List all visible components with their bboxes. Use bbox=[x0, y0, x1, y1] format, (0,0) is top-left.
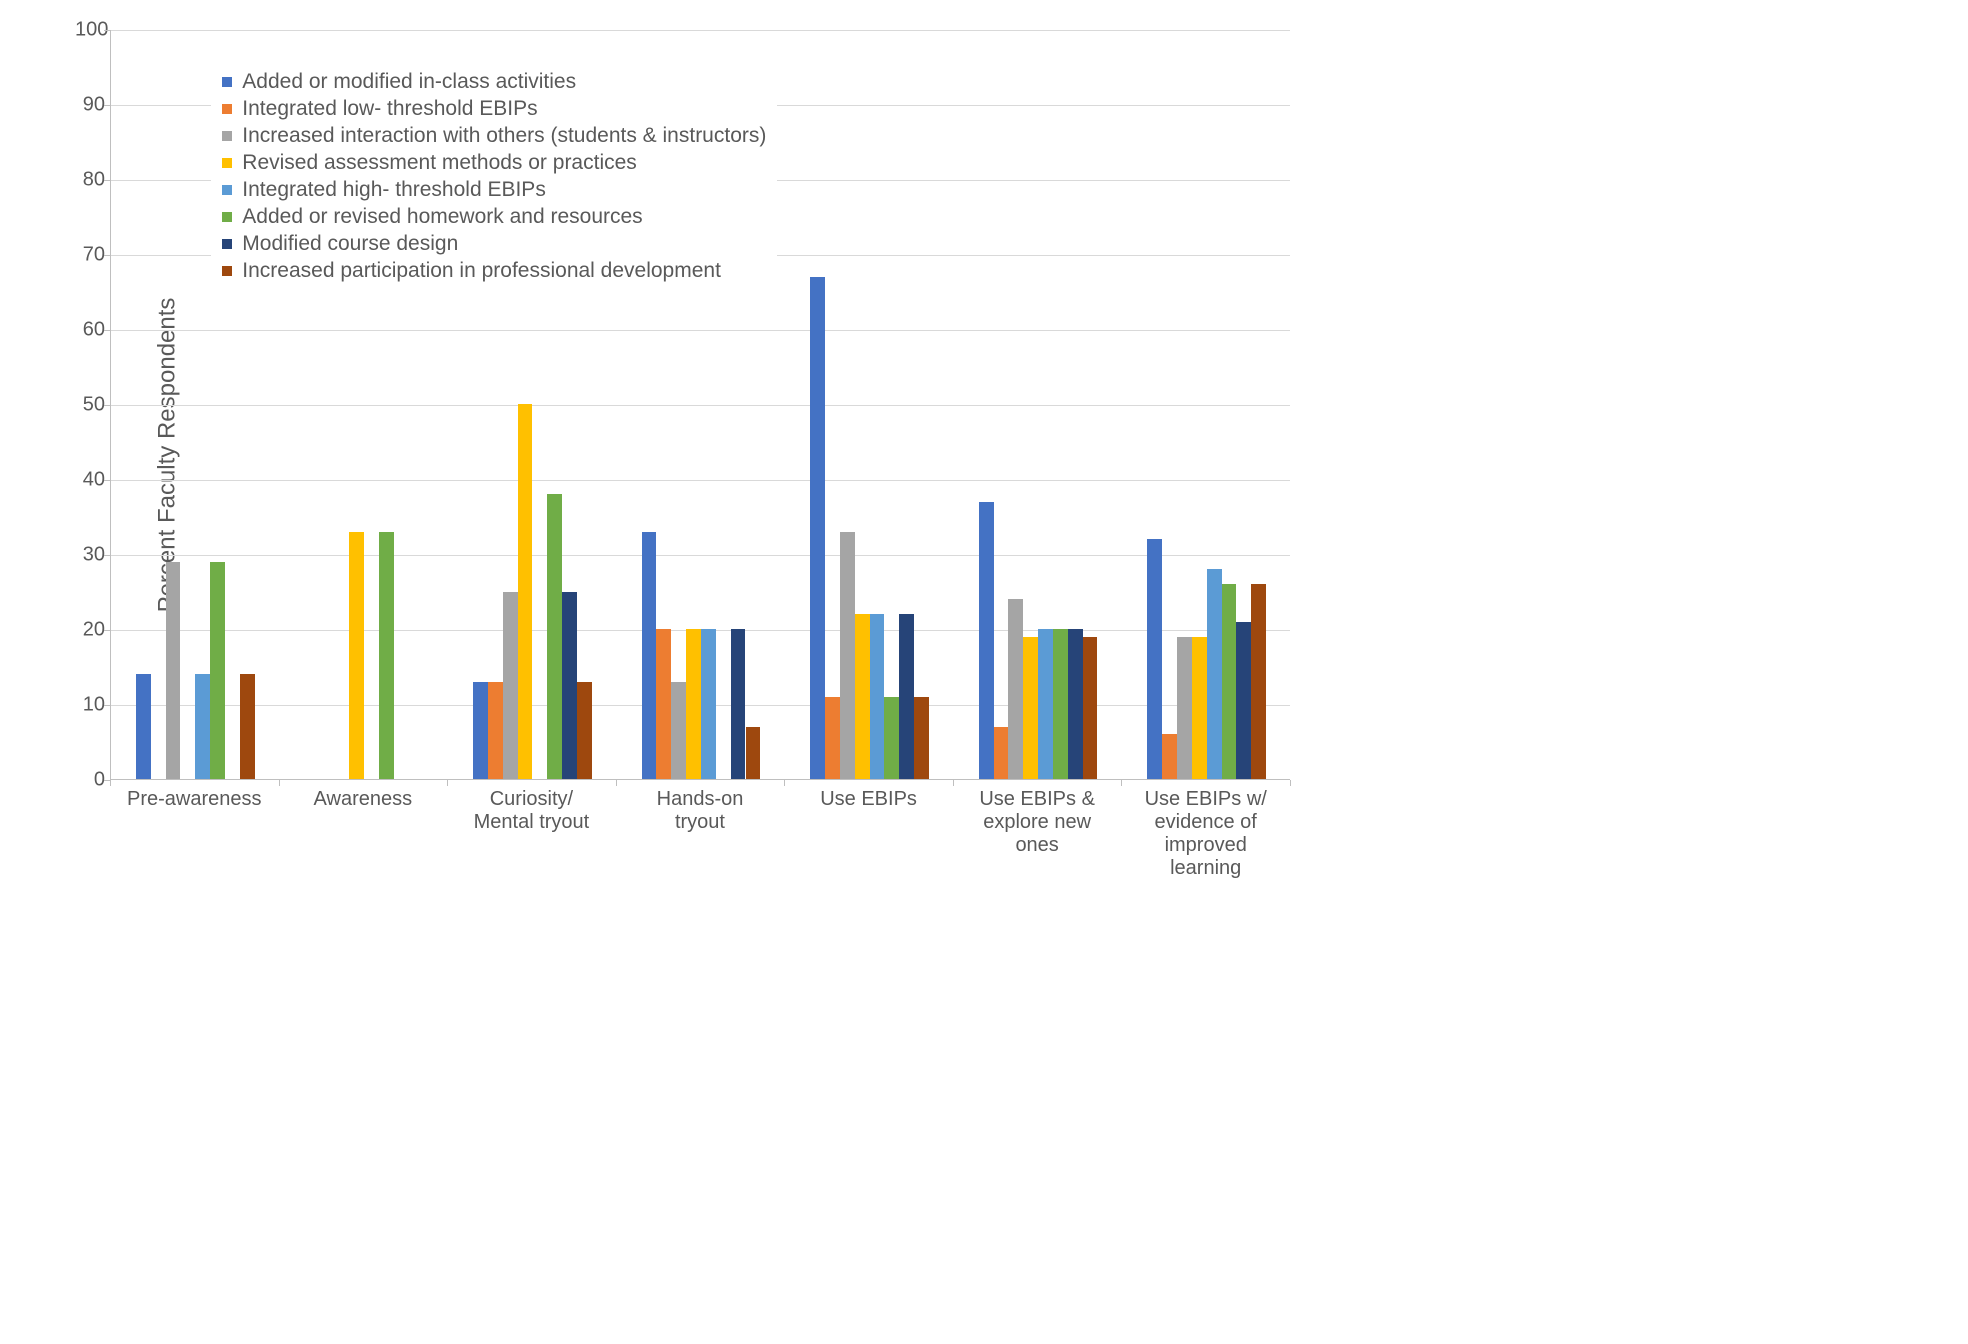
x-category-label: Use EBIPs &explore newones bbox=[957, 788, 1118, 857]
bar bbox=[731, 629, 746, 779]
bar bbox=[1053, 629, 1068, 779]
legend-swatch bbox=[222, 77, 232, 87]
legend-label: Added or revised homework and resources bbox=[242, 205, 642, 229]
bar bbox=[210, 562, 225, 780]
bar bbox=[547, 494, 562, 779]
legend-label: Modified course design bbox=[242, 232, 458, 256]
legend-label: Increased participation in professional … bbox=[242, 259, 721, 283]
bar bbox=[671, 682, 686, 780]
bar bbox=[379, 532, 394, 780]
y-tick-label: 90 bbox=[75, 94, 105, 117]
bar bbox=[240, 674, 255, 779]
bar bbox=[1177, 637, 1192, 780]
bar bbox=[1207, 569, 1222, 779]
plot-area: Added or modified in-class activities Int… bbox=[110, 30, 1290, 780]
bar bbox=[810, 277, 825, 780]
x-category-label: Hands-ontryout bbox=[620, 788, 781, 834]
grouped-bar-chart: Percent Faculty Respondents 010203040506… bbox=[20, 20, 1300, 890]
x-tick-mark bbox=[279, 780, 280, 786]
legend-swatch bbox=[222, 266, 232, 276]
x-category-label: Use EBIPs bbox=[788, 788, 949, 811]
x-category-label: Curiosity/Mental tryout bbox=[451, 788, 612, 834]
y-tick-label: 40 bbox=[75, 469, 105, 492]
legend-item: Increased participation in professional … bbox=[222, 259, 766, 283]
y-tick-label: 20 bbox=[75, 619, 105, 642]
legend-item: Modified course design bbox=[222, 232, 766, 256]
bar bbox=[1147, 539, 1162, 779]
bar bbox=[473, 682, 488, 780]
bar bbox=[994, 727, 1009, 780]
legend-swatch bbox=[222, 158, 232, 168]
x-tick-mark bbox=[1121, 780, 1122, 786]
y-tick-label: 80 bbox=[75, 169, 105, 192]
bar bbox=[686, 629, 701, 779]
bar bbox=[884, 697, 899, 780]
bar bbox=[1023, 637, 1038, 780]
legend-item: Added or modified in-class activities bbox=[222, 70, 766, 94]
y-tick-label: 10 bbox=[75, 694, 105, 717]
y-tick-label: 30 bbox=[75, 544, 105, 567]
x-tick-mark bbox=[110, 780, 111, 786]
y-tick-label: 0 bbox=[75, 769, 105, 792]
legend-label: Integrated low- threshold EBIPs bbox=[242, 97, 537, 121]
bar bbox=[1251, 584, 1266, 779]
legend-item: Added or revised homework and resources bbox=[222, 205, 766, 229]
legend-swatch bbox=[222, 185, 232, 195]
y-tick-label: 50 bbox=[75, 394, 105, 417]
legend-item: Integrated low- threshold EBIPs bbox=[222, 97, 766, 121]
bar bbox=[1083, 637, 1098, 780]
bar bbox=[1038, 629, 1053, 779]
legend-swatch bbox=[222, 104, 232, 114]
bar bbox=[488, 682, 503, 780]
y-tick-label: 100 bbox=[75, 19, 105, 42]
bar bbox=[870, 614, 885, 779]
legend-label: Revised assessment methods or practices bbox=[242, 151, 637, 175]
y-tick-label: 70 bbox=[75, 244, 105, 267]
x-category-label: Pre-awareness bbox=[114, 788, 275, 811]
bar bbox=[899, 614, 914, 779]
x-tick-mark bbox=[953, 780, 954, 786]
x-tick-mark bbox=[447, 780, 448, 786]
legend: Added or modified in-class activities Int… bbox=[211, 60, 777, 293]
bar bbox=[701, 629, 716, 779]
legend-label: Added or modified in-class activities bbox=[242, 70, 576, 94]
bar bbox=[1008, 599, 1023, 779]
legend-swatch bbox=[222, 212, 232, 222]
legend-swatch bbox=[222, 131, 232, 141]
bar bbox=[1068, 629, 1083, 779]
x-tick-mark bbox=[616, 780, 617, 786]
bar bbox=[855, 614, 870, 779]
bar bbox=[136, 674, 151, 779]
legend-item: Integrated high- threshold EBIPs bbox=[222, 178, 766, 202]
bar bbox=[656, 629, 671, 779]
bar bbox=[562, 592, 577, 780]
y-tick-label: 60 bbox=[75, 319, 105, 342]
x-tick-mark bbox=[1290, 780, 1291, 786]
x-category-label: Awareness bbox=[283, 788, 444, 811]
bar bbox=[840, 532, 855, 780]
x-category-label: Use EBIPs w/evidence ofimprovedlearning bbox=[1125, 788, 1286, 880]
bar bbox=[518, 404, 533, 779]
bar bbox=[825, 697, 840, 780]
bar bbox=[914, 697, 929, 780]
bar bbox=[1236, 622, 1251, 780]
bar bbox=[979, 502, 994, 780]
bar bbox=[1222, 584, 1237, 779]
bar bbox=[577, 682, 592, 780]
legend-item: Increased interaction with others (stude… bbox=[222, 124, 766, 148]
x-tick-mark bbox=[784, 780, 785, 786]
legend-item: Revised assessment methods or practices bbox=[222, 151, 766, 175]
bar bbox=[503, 592, 518, 780]
legend-swatch bbox=[222, 239, 232, 249]
bar bbox=[166, 562, 181, 780]
bar bbox=[642, 532, 657, 780]
legend-label: Integrated high- threshold EBIPs bbox=[242, 178, 546, 202]
bar bbox=[1162, 734, 1177, 779]
bar bbox=[349, 532, 364, 780]
bar bbox=[195, 674, 210, 779]
bar bbox=[746, 727, 761, 780]
bar bbox=[1192, 637, 1207, 780]
legend-label: Increased interaction with others (stude… bbox=[242, 124, 766, 148]
